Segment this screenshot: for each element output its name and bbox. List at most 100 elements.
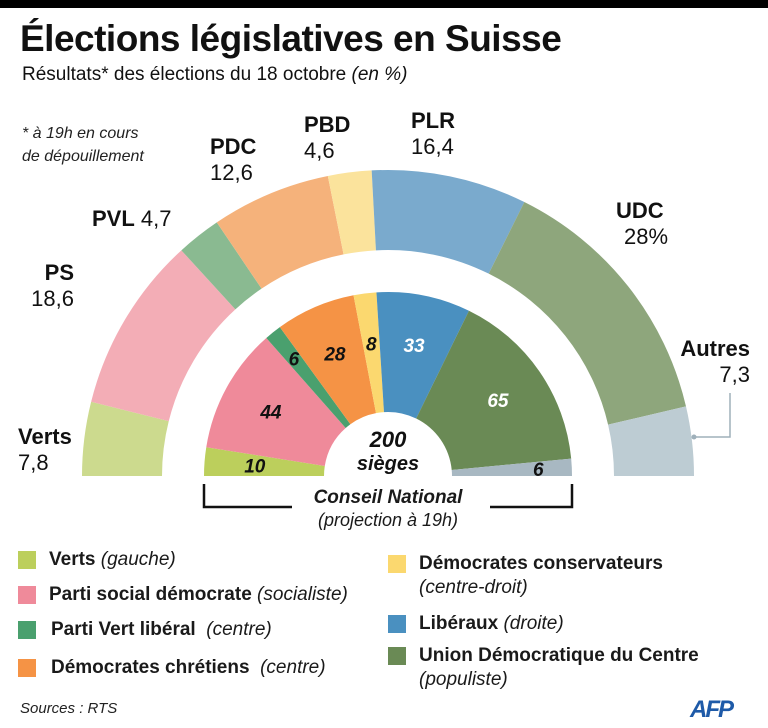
seat-label-autres: 6 bbox=[533, 460, 544, 481]
label-value: 7,8 bbox=[18, 450, 49, 475]
footnote: * à 19h en cours de dépouillement bbox=[22, 122, 144, 168]
label-autres: Autres 7,3 bbox=[672, 336, 750, 388]
vote-segment-ps bbox=[91, 250, 236, 422]
label-pdc: PDC 12,6 bbox=[210, 134, 256, 186]
label-value: 16,4 bbox=[411, 134, 454, 159]
vote-segment-plr bbox=[371, 169, 525, 274]
autres-leader-line bbox=[694, 393, 731, 438]
seat-segment-plr bbox=[376, 292, 469, 419]
legend-item-ps: Parti social démocrate (socialiste) bbox=[18, 583, 348, 607]
seat-label-pbd: 8 bbox=[366, 334, 377, 355]
label-name: PVL bbox=[92, 206, 135, 231]
legend-label: Verts (gauche) bbox=[49, 548, 176, 572]
center-label-unit: sièges bbox=[357, 453, 419, 475]
legend-note: (centre) bbox=[260, 657, 326, 678]
label-verts: Verts 7,8 bbox=[18, 424, 72, 476]
legend-note: (gauche) bbox=[100, 549, 176, 570]
vote-share-ring bbox=[82, 169, 694, 476]
label-value: 12,6 bbox=[210, 160, 253, 185]
bracket-right bbox=[490, 484, 574, 509]
vote-segment-pbd bbox=[327, 170, 376, 255]
legend-note: (populiste) bbox=[419, 669, 508, 690]
bracket-left bbox=[202, 484, 292, 509]
label-plr: PLR 16,4 bbox=[411, 108, 455, 160]
seat-label-verts: 10 bbox=[244, 457, 266, 478]
label-value: 18,6 bbox=[31, 286, 74, 311]
source-note: Sources : RTS bbox=[20, 700, 118, 717]
seat-segment-pvl bbox=[266, 327, 351, 428]
seat-segment-autres bbox=[451, 458, 572, 476]
legend-item-udc: Union Démocratique du Centre (populiste) bbox=[388, 644, 699, 692]
footnote-line-2: de dépouillement bbox=[22, 148, 144, 165]
legend-swatch bbox=[18, 551, 36, 569]
label-name: PS bbox=[44, 260, 74, 285]
legend-note: (droite) bbox=[503, 613, 564, 634]
seat-label-udc: 65 bbox=[487, 391, 509, 412]
label-value: 4,6 bbox=[304, 138, 335, 163]
vote-segment-udc bbox=[488, 202, 686, 425]
seat-segment-pdc bbox=[279, 295, 377, 425]
legend-item-plr: Libéraux (droite) bbox=[388, 612, 564, 636]
seat-segment-ps bbox=[206, 337, 346, 466]
conseil-national-title: Conseil National bbox=[313, 487, 463, 508]
afp-logo: AFP bbox=[690, 696, 734, 723]
chart-title: Élections législatives en Suisse bbox=[20, 18, 562, 59]
legend-item-pdc: Démocrates chrétiens (centre) bbox=[18, 656, 326, 680]
legend-item-verts: Verts (gauche) bbox=[18, 548, 176, 572]
autres-leader-dot bbox=[691, 434, 697, 440]
center-label: 200 sièges bbox=[357, 427, 419, 475]
legend-item-pvl: Parti Vert libéral (centre) bbox=[18, 618, 272, 642]
legend-name: Libéraux bbox=[419, 613, 499, 634]
vote-segment-pdc bbox=[216, 175, 344, 289]
legend-label: Union Démocratique du Centre (populiste) bbox=[419, 644, 699, 692]
legend-swatch bbox=[18, 659, 36, 677]
legend-note: (socialiste) bbox=[257, 584, 348, 605]
conseil-national-subtitle: (projection à 19h) bbox=[317, 510, 459, 530]
legend-swatch bbox=[388, 555, 406, 573]
legend-name: Démocrates chrétiens bbox=[51, 657, 250, 678]
legend-name: Union Démocratique du Centre bbox=[419, 645, 699, 666]
footnote-line-1: * à 19h en cours bbox=[22, 125, 139, 142]
subtitle-main: Résultats* des élections du 18 octobre bbox=[22, 64, 352, 85]
seat-labels: 10 44 6 28 8 33 65 6 bbox=[244, 334, 544, 480]
legend-swatch bbox=[388, 647, 406, 665]
legend-name: Parti Vert libéral bbox=[51, 619, 196, 640]
seat-label-plr: 33 bbox=[403, 336, 425, 357]
legend-item-pbd: Démocrates conservateurs (centre-droit) bbox=[388, 552, 663, 600]
legend-label: Démocrates chrétiens (centre) bbox=[51, 656, 326, 680]
legend-name: Parti social démocrate bbox=[49, 584, 252, 605]
label-pbd: PBD 4,6 bbox=[304, 112, 350, 164]
legend-note: (centre-droit) bbox=[419, 577, 528, 598]
label-udc: UDC 28% bbox=[616, 198, 668, 250]
label-ps: PS 18,6 bbox=[31, 260, 74, 312]
label-pvl: PVL 4,7 bbox=[92, 206, 172, 232]
label-name: Autres bbox=[680, 336, 750, 361]
vote-segment-autres bbox=[608, 406, 694, 476]
label-value: 28% bbox=[624, 224, 669, 249]
legend-swatch bbox=[18, 586, 36, 604]
seat-segment-verts bbox=[204, 447, 325, 476]
legend-note: (centre) bbox=[206, 619, 272, 640]
legend-swatch bbox=[18, 621, 36, 639]
label-name: UDC bbox=[616, 198, 664, 223]
label-name: PLR bbox=[411, 108, 455, 133]
seat-label-ps: 44 bbox=[259, 403, 282, 424]
legend-swatch bbox=[388, 615, 406, 633]
legend-label: Libéraux (droite) bbox=[419, 612, 564, 636]
legend-name: Démocrates conservateurs bbox=[419, 553, 663, 574]
seat-projection-fan bbox=[204, 292, 572, 476]
legend-name: Verts bbox=[49, 549, 96, 570]
top-bar bbox=[0, 0, 768, 8]
label-name: PBD bbox=[304, 112, 351, 137]
label-name: PDC bbox=[210, 134, 257, 159]
seat-segment-pbd bbox=[353, 292, 384, 414]
legend-label: Parti Vert libéral (centre) bbox=[51, 618, 272, 642]
seat-label-pdc: 28 bbox=[323, 344, 346, 365]
chart-subtitle: Résultats* des élections du 18 octobre (… bbox=[22, 64, 408, 86]
subtitle-unit: (en %) bbox=[351, 64, 408, 85]
vote-segment-pvl bbox=[181, 222, 262, 310]
label-value: 4,7 bbox=[140, 206, 172, 231]
seat-label-pvl: 6 bbox=[289, 350, 300, 371]
vote-segment-verts bbox=[82, 401, 169, 476]
